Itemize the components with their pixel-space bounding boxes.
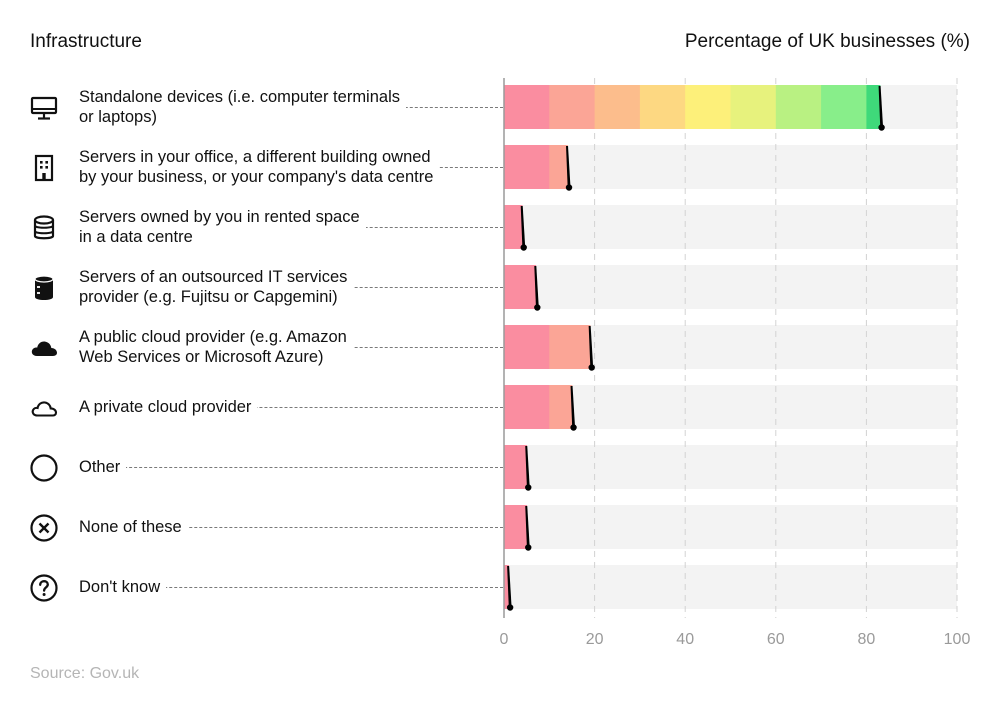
bar-track <box>504 565 957 609</box>
bar-end-dot <box>588 364 595 371</box>
bar <box>730 85 777 129</box>
list-item: A private cloud provider <box>0 385 1000 429</box>
bar-end-dot <box>878 124 885 131</box>
list-item: Servers in your office, a different buil… <box>0 145 1000 189</box>
bar-track <box>504 385 957 429</box>
question-circle-icon <box>29 573 59 603</box>
category-label: A private cloud provider <box>79 397 258 417</box>
leader-line <box>79 407 503 408</box>
bar <box>594 85 641 129</box>
source-note: Source: Gov.uk <box>30 665 140 682</box>
bar-track <box>504 505 957 549</box>
bar <box>549 325 591 369</box>
bar <box>504 505 528 549</box>
bar-track <box>504 265 957 309</box>
bar <box>504 265 537 309</box>
bar-end-marker <box>507 566 512 606</box>
category-label: A public cloud provider (e.g. Amazon Web… <box>79 327 353 367</box>
bar <box>549 85 595 129</box>
bar <box>685 85 731 129</box>
list-item: None of these <box>0 505 1000 549</box>
server-cylinder-icon <box>29 273 59 303</box>
bar-end-dot <box>570 424 577 431</box>
x-tick-label: 80 <box>858 631 876 648</box>
category-label: None of these <box>79 517 188 537</box>
x-tick-label: 100 <box>944 631 971 648</box>
list-item: Servers of an outsourced IT services pro… <box>0 265 1000 309</box>
x-tick-label: 40 <box>676 631 694 648</box>
bar-chart: 0 20 40 60 80 100 <box>500 78 971 648</box>
bar <box>504 325 550 369</box>
bar-end-dot <box>534 304 541 311</box>
x-tick-label: 20 <box>586 631 604 648</box>
bar-end-marker <box>566 146 571 186</box>
bar <box>504 445 528 489</box>
leader-line <box>79 587 503 588</box>
building-icon <box>29 153 59 183</box>
list-item: Don't know <box>0 565 1000 609</box>
category-label: Standalone devices (i.e. computer termin… <box>79 87 406 127</box>
bar-end-dot <box>506 604 514 611</box>
bar-track <box>504 445 957 489</box>
bar-end-marker <box>588 326 594 366</box>
bar <box>504 385 550 429</box>
bar-end-dot <box>525 544 532 551</box>
leader-line <box>79 467 503 468</box>
x-circle-icon <box>29 513 59 543</box>
category-label: Don't know <box>79 577 167 597</box>
bar-end-marker <box>525 506 530 546</box>
category-label: Servers in your office, a different buil… <box>79 147 440 187</box>
circle-icon <box>29 453 59 483</box>
category-label: Servers of an outsourced IT services pro… <box>79 267 354 307</box>
cloud-outline-icon <box>29 393 59 423</box>
database-icon <box>29 213 59 243</box>
bar <box>821 85 867 129</box>
infrastructure-heading: Infrastructure <box>30 31 142 52</box>
cloud-filled-icon <box>29 333 59 363</box>
bar-end-dot <box>520 244 527 251</box>
bar-end-dot <box>565 184 573 191</box>
list-item: Standalone devices (i.e. computer termin… <box>0 85 1000 129</box>
bar-end-marker <box>534 266 539 306</box>
list-item: Other <box>0 445 1000 489</box>
bar <box>504 145 550 189</box>
bar-end-marker <box>570 386 575 426</box>
bar-track <box>504 205 957 249</box>
category-label: Servers owned by you in rented space in … <box>79 207 366 247</box>
x-tick-label: 60 <box>767 631 785 648</box>
bar-end-marker <box>878 86 883 126</box>
chart-title: Percentage of UK businesses (%) <box>684 31 970 52</box>
bar <box>549 145 568 189</box>
bar <box>639 85 686 129</box>
bar <box>504 85 550 129</box>
leader-line <box>79 527 503 528</box>
bar-end-marker <box>520 206 526 246</box>
bar <box>866 85 881 129</box>
bar <box>549 385 573 429</box>
x-tick-label: 0 <box>500 631 509 648</box>
bar <box>504 565 509 609</box>
monitor-icon <box>29 93 59 123</box>
bar-end-dot <box>525 484 532 491</box>
category-label: Other <box>79 457 127 477</box>
list-item: A public cloud provider (e.g. Amazon Web… <box>0 325 1000 369</box>
bar-end-marker <box>525 446 530 486</box>
bar <box>504 205 523 249</box>
bar <box>775 85 822 129</box>
bar-track <box>504 145 957 189</box>
list-item: Servers owned by you in rented space in … <box>0 205 1000 249</box>
